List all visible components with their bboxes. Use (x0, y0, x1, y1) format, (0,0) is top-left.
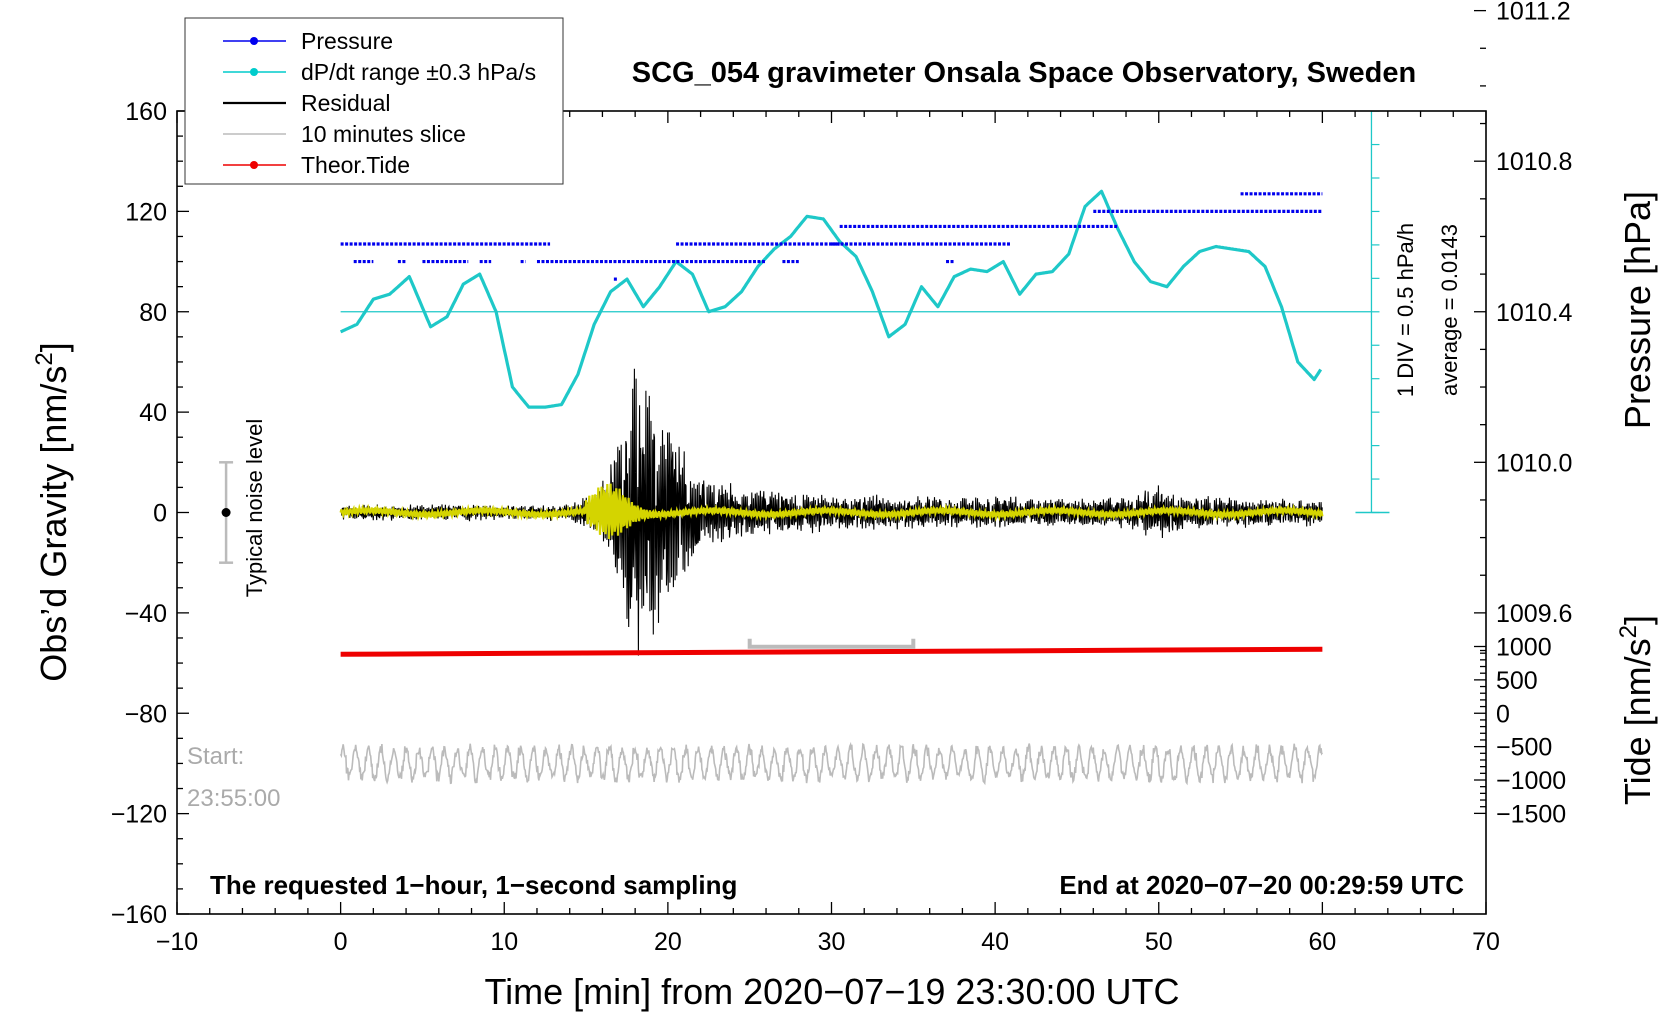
legend-swatch-marker (250, 161, 258, 169)
pressure-tick-label: 1010.0 (1496, 449, 1572, 477)
y-axis-label-left-close: ] (33, 342, 74, 352)
legend-box (184, 17, 564, 185)
chart-title: SCG_054 gravimeter Onsala Space Observat… (632, 57, 1416, 89)
tide-tick-label: 500 (1496, 667, 1538, 695)
legend-swatch-marker (250, 68, 258, 76)
y-axis-label-left: Obs’d Gravity [nm/s2] (31, 342, 74, 681)
slice-bracket (747, 638, 916, 649)
pressure-series (340, 192, 1323, 281)
tide-axis-label-sup: 2 (1615, 625, 1642, 638)
y-tick-label-left: 40 (139, 399, 167, 427)
legend-swatch-marker (250, 37, 258, 45)
y-axis-label-left-main: Obs’d Gravity [nm/s (33, 366, 74, 682)
tide-tick-label: −1000 (1496, 767, 1566, 795)
tide-series-line (340, 646, 1323, 657)
filtered-residual-line (339, 483, 1324, 540)
noise-level-dot (221, 508, 231, 517)
x-tick-label: 20 (654, 928, 682, 956)
start-time-label: 23:55:00 (187, 785, 280, 812)
legend: Pressure dP/dt range ±0.3 hPa/s Residual 10… (184, 17, 564, 185)
data-layer (219, 110, 1390, 786)
x-tick-label: −10 (156, 928, 198, 956)
pressure-tick-label: 1010.4 (1496, 299, 1573, 327)
y-tick-label-left: 120 (125, 198, 167, 226)
y-tick-label-left: −80 (125, 700, 167, 728)
legend-label: Pressure (301, 28, 393, 54)
tide-tick-label: −1500 (1496, 800, 1566, 828)
y-tick-label-left: −40 (125, 600, 167, 628)
tide-tick-label: 1000 (1496, 634, 1552, 662)
tide-axis-label: Tide [nm/s2] (1615, 615, 1658, 805)
pressure-tick-label: 1011.2 (1496, 0, 1571, 26)
x-axis-label: Time [min] from 2020−07−19 23:30:00 UTC (484, 971, 1179, 1012)
x-tick-label: 0 (334, 928, 348, 956)
x-tick-label: 30 (818, 928, 846, 956)
legend-label: Residual (301, 90, 391, 116)
pressure-tick-label: 1010.8 (1496, 148, 1572, 176)
slice-series-line (339, 741, 1324, 786)
x-tick-label: 60 (1308, 928, 1336, 956)
footer-left-note: The requested 1−hour, 1−second sampling (210, 870, 737, 900)
legend-label: Theor.Tide (301, 152, 410, 178)
legend-items: Pressure dP/dt range ±0.3 hPa/s Residual 10… (223, 28, 536, 178)
dpdt-average-label: average = 0.0143 (1437, 224, 1462, 396)
footer-right-note: End at 2020−07−20 00:29:59 UTC (1059, 870, 1464, 900)
y-axis-label-left-sup: 2 (31, 352, 58, 365)
y-tick-label-left: 160 (125, 98, 167, 126)
tide-axis-label-close: ] (1617, 615, 1658, 625)
dpdt-scale-label: 1 DIV = 0.5 hPa/h (1393, 223, 1418, 397)
start-label: Start: (187, 743, 244, 770)
x-tick-label: 40 (981, 928, 1009, 956)
axes-layer: −10 0 10 20 30 40 50 60 70 160 120 80 40 0 −40 −80 −120 −… (111, 0, 1573, 956)
noise-level-label: Typical noise level (242, 419, 267, 598)
x-tick-label: 70 (1472, 928, 1500, 956)
x-tick-label: 50 (1145, 928, 1173, 956)
y-tick-label-left: 80 (139, 299, 167, 327)
pressure-axis-label: Pressure [hPa] (1617, 191, 1658, 429)
y-tick-label-left: −120 (111, 801, 167, 829)
legend-label: dP/dt range ±0.3 hPa/s (301, 59, 536, 85)
x-tick-label: 10 (490, 928, 518, 956)
tide-tick-label: −500 (1496, 734, 1552, 762)
tide-tick-label: 0 (1496, 700, 1510, 728)
y-tick-label-left: 0 (153, 500, 167, 528)
legend-label: 10 minutes slice (301, 121, 466, 147)
tide-axis-label-main: Tide [nm/s (1617, 638, 1658, 805)
dpdt-series-line (339, 189, 1323, 409)
y-tick-label-left: −160 (111, 901, 167, 929)
pressure-tick-label: 1009.6 (1496, 600, 1572, 628)
